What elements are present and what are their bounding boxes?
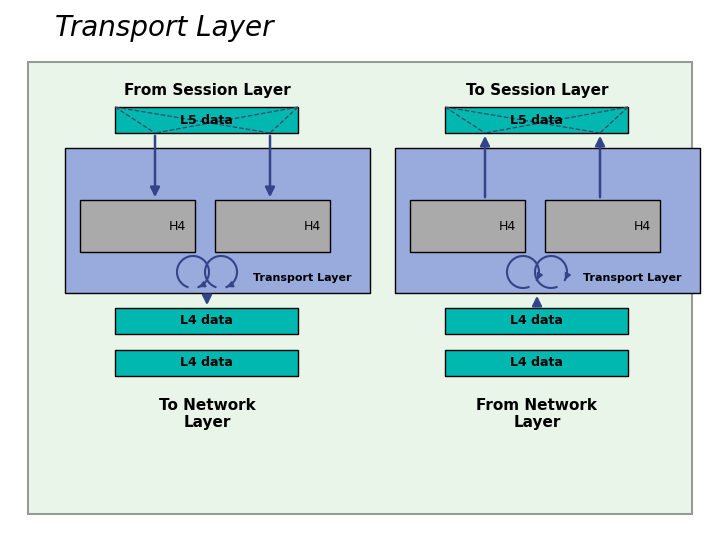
Text: L4 data: L4 data — [180, 356, 233, 369]
Bar — [445, 107, 628, 133]
Bar — [545, 200, 660, 252]
Text: Transport Layer: Transport Layer — [55, 14, 274, 42]
Text: L4 data: L4 data — [510, 314, 563, 327]
Text: H4: H4 — [498, 219, 516, 233]
Text: To Network: To Network — [158, 397, 256, 413]
Text: From Network: From Network — [477, 397, 598, 413]
Bar — [28, 62, 692, 514]
Text: L5 data: L5 data — [510, 113, 563, 126]
Text: L4 data: L4 data — [510, 356, 563, 369]
Bar — [445, 308, 628, 334]
Bar — [115, 308, 298, 334]
Bar — [80, 200, 195, 252]
Bar — [115, 107, 298, 133]
Text: H4: H4 — [634, 219, 651, 233]
Bar — [410, 200, 525, 252]
Bar — [65, 148, 370, 293]
Bar — [445, 350, 628, 376]
Text: Layer: Layer — [513, 415, 561, 429]
Bar — [115, 350, 298, 376]
Text: H4: H4 — [303, 219, 320, 233]
Text: L5 data: L5 data — [180, 113, 233, 126]
Text: L4 data: L4 data — [180, 314, 233, 327]
Bar — [395, 148, 700, 293]
Text: From Session Layer: From Session Layer — [124, 83, 290, 98]
Text: H4: H4 — [168, 219, 186, 233]
Text: Layer: Layer — [184, 415, 230, 429]
Text: Transport Layer: Transport Layer — [253, 273, 351, 283]
Bar — [215, 200, 330, 252]
Text: Transport Layer: Transport Layer — [582, 273, 681, 283]
Text: To Session Layer: To Session Layer — [466, 83, 608, 98]
